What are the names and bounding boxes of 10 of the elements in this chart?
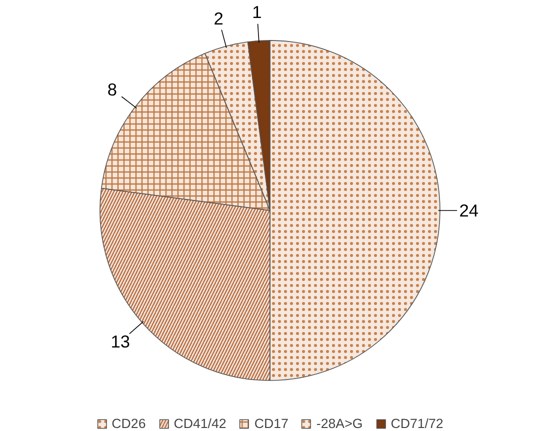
data-label: 2	[214, 8, 224, 28]
legend-label: -28A>G	[316, 416, 363, 431]
data-label: 13	[110, 332, 130, 352]
legend-label: CD17	[254, 416, 288, 431]
legend-label: CD26	[112, 416, 146, 431]
legend-label: CD41/42	[174, 416, 226, 431]
legend-label: CD71/72	[390, 416, 444, 431]
data-label: 1	[252, 2, 262, 22]
data-label: 8	[107, 79, 117, 100]
data-label: 24	[459, 200, 479, 220]
